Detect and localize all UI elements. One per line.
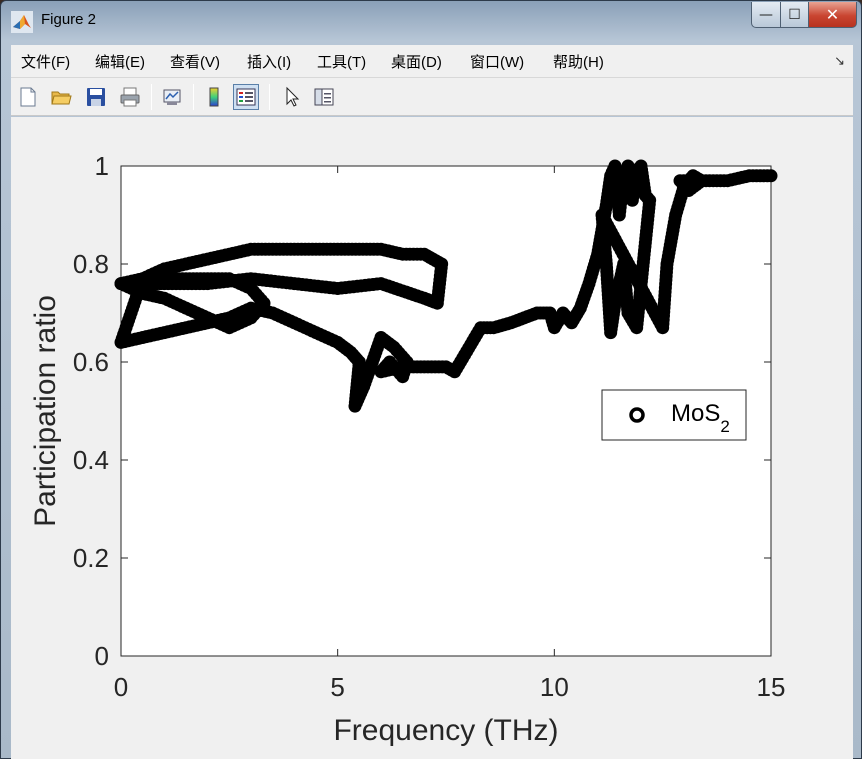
- menu-insert[interactable]: 插入(I): [247, 54, 292, 71]
- window-title: Figure 2: [41, 11, 97, 28]
- legend-entry-subscript: 2: [720, 417, 729, 436]
- menu-window[interactable]: 窗口(W): [470, 54, 525, 71]
- x-tick-label: 0: [114, 672, 128, 702]
- menu-tools[interactable]: 工具(T): [317, 54, 367, 71]
- toolbar-separator: [269, 84, 270, 110]
- y-tick-label: 0.4: [73, 445, 109, 475]
- figure-canvas: 0 5 10 15 0 0.2 0.4 0.6 0.8 1 Frequency (THz) Par…: [11, 117, 853, 759]
- new-figure-icon[interactable]: [15, 84, 41, 110]
- menu-edit[interactable]: 编辑(E): [95, 54, 145, 71]
- legend-icon[interactable]: [233, 84, 259, 110]
- maximize-button[interactable]: ☐: [781, 2, 809, 28]
- menu-help[interactable]: 帮助(H): [553, 54, 604, 71]
- toolbar-separator: [193, 84, 194, 110]
- legend-entry-text: MoS: [671, 400, 720, 427]
- menu-view[interactable]: 查看(V): [170, 54, 220, 71]
- y-tick-label: 0.8: [73, 249, 109, 279]
- link-plot-icon[interactable]: [159, 84, 185, 110]
- axis-ticks: 0 5 10 15 0 0.2 0.4 0.6 0.8 1: [73, 151, 786, 702]
- toolbar: [11, 78, 853, 116]
- property-inspector-icon[interactable]: [311, 84, 337, 110]
- x-tick-label: 5: [330, 672, 344, 702]
- legend-box: [601, 389, 747, 441]
- x-axis-label: Frequency (THz): [333, 714, 558, 747]
- close-button[interactable]: ✕: [809, 2, 857, 28]
- title-bar[interactable]: Figure 2 — ☐ ✕: [1, 1, 861, 43]
- pointer-icon[interactable]: [279, 84, 305, 110]
- data-point: [764, 169, 778, 183]
- legend-entry-label: MoS2: [671, 400, 730, 436]
- plot-svg: 0 5 10 15 0 0.2 0.4 0.6 0.8 1 Frequency (THz) Par…: [29, 151, 786, 747]
- matlab-logo-icon: [11, 11, 33, 33]
- print-icon[interactable]: [117, 84, 143, 110]
- open-folder-icon[interactable]: [48, 84, 74, 110]
- y-tick-label: 0.6: [73, 347, 109, 377]
- legend-marker: [629, 407, 645, 423]
- y-tick-label: 1: [95, 151, 109, 181]
- menu-file[interactable]: 文件(F): [21, 54, 71, 71]
- dock-arrow-icon[interactable]: ↘: [834, 53, 845, 68]
- minimize-button[interactable]: —: [751, 2, 781, 28]
- y-axis-label: Participation ratio: [29, 295, 62, 527]
- data-markers: [114, 159, 778, 413]
- menu-desktop[interactable]: 桌面(D): [391, 54, 442, 71]
- toolbar-separator: [151, 84, 152, 110]
- legend[interactable]: MoS2: [601, 389, 747, 441]
- x-tick-label: 10: [540, 672, 569, 702]
- y-tick-label: 0: [95, 641, 109, 671]
- save-icon[interactable]: [83, 84, 109, 110]
- y-tick-label: 0.2: [73, 543, 109, 573]
- menu-bar: 文件(F) 编辑(E) 查看(V) 插入(I) 工具(T) 桌面(D) 窗口(W…: [11, 45, 853, 78]
- colorbar-icon[interactable]: [201, 84, 227, 110]
- x-tick-label: 15: [757, 672, 786, 702]
